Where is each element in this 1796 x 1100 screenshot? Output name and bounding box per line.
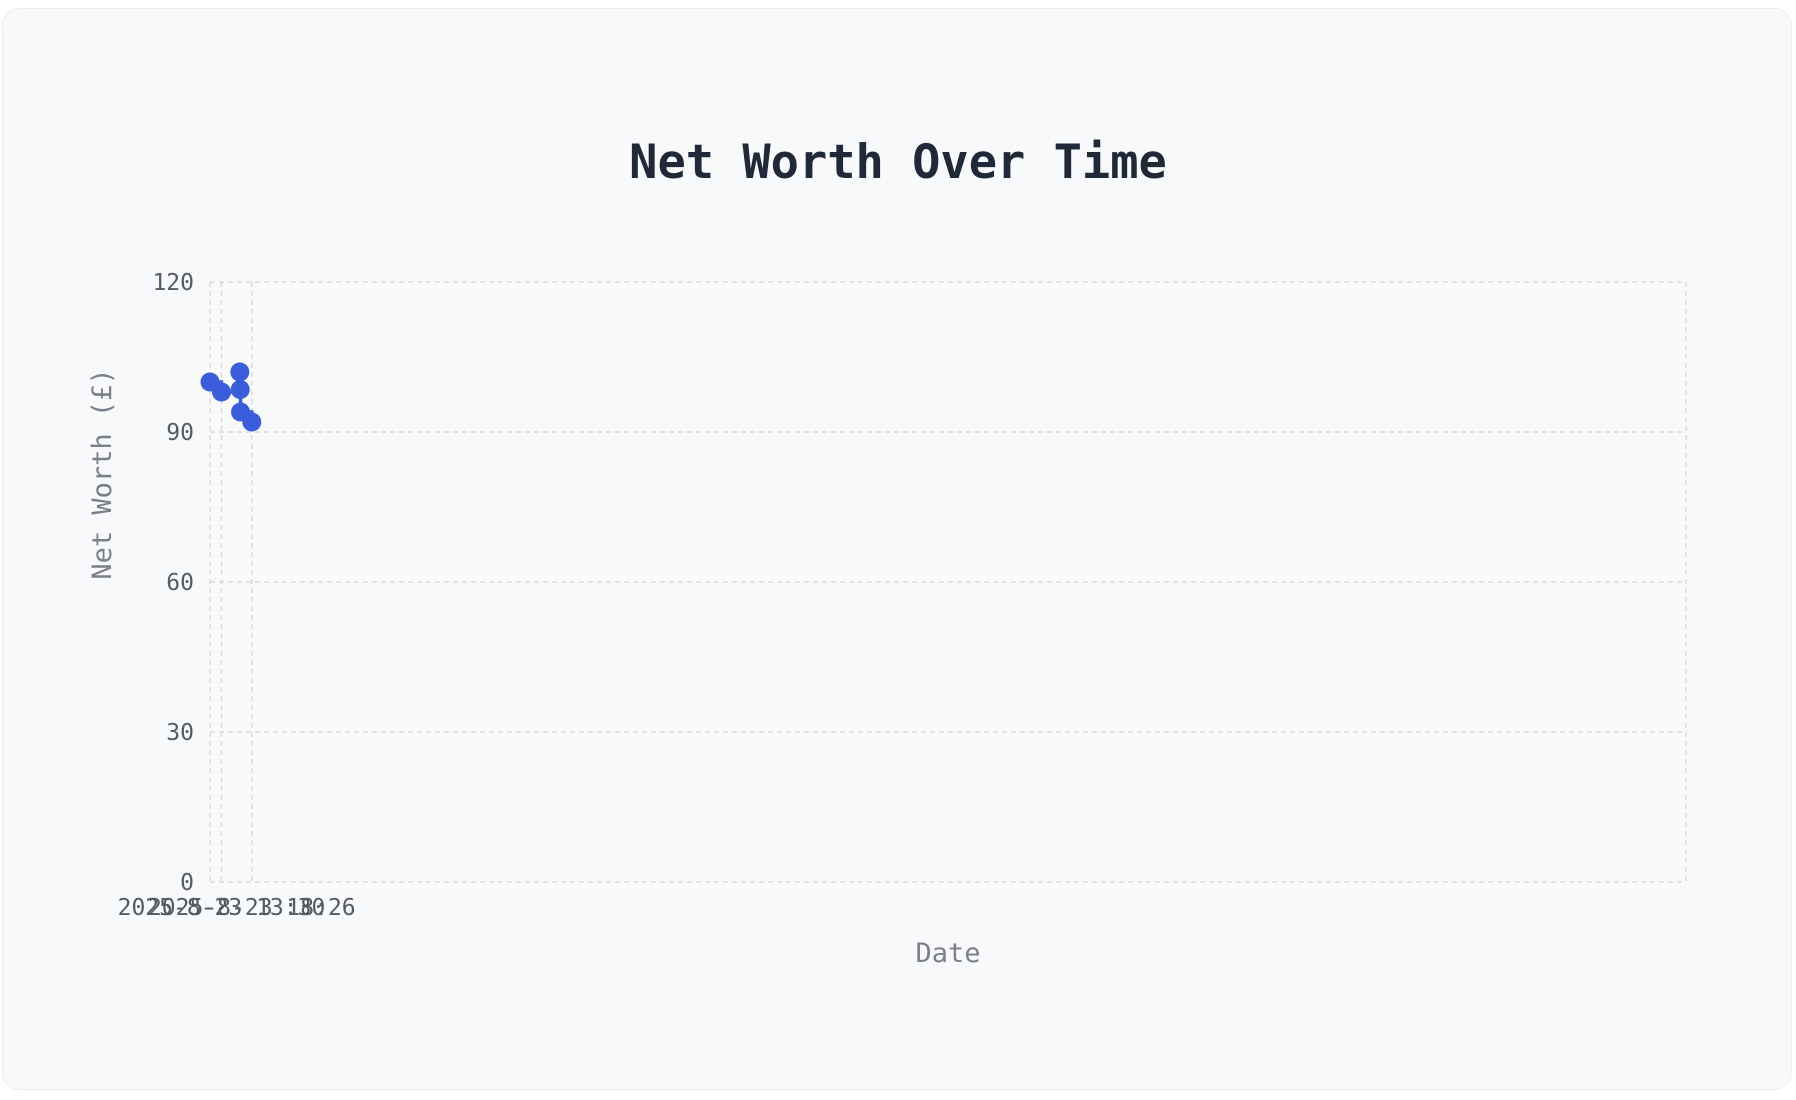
y-tick-label: 90 (166, 420, 194, 446)
x-tick-label: 2025-8-23 13:30 (118, 895, 326, 921)
y-axis-ticks: 0 30 60 90 120 (152, 270, 194, 896)
data-point[interactable] (230, 362, 250, 382)
y-tick-label: 120 (152, 270, 194, 296)
y-tick-label: 60 (166, 570, 194, 596)
x-tick-label: 2025-8-23 18:26 (148, 895, 356, 921)
grid-layer (209, 281, 1687, 883)
chart-title: Net Worth Over Time (629, 135, 1167, 190)
data-point[interactable] (211, 382, 231, 402)
y-axis-label: Net Worth (£) (87, 368, 118, 579)
data-point[interactable] (242, 412, 262, 432)
x-axis-label: Date (915, 938, 980, 969)
y-tick-label: 0 (180, 870, 194, 896)
y-tick-label: 30 (166, 720, 194, 746)
data-point[interactable] (230, 380, 250, 399)
chart-card (2, 8, 1792, 1090)
series-layer (200, 362, 262, 432)
